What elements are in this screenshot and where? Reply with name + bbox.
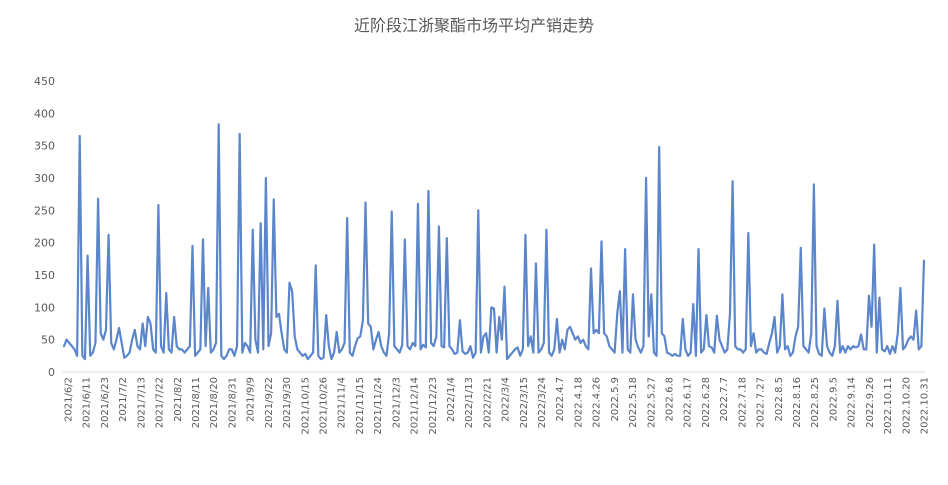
x-tick-label: 2021/8/20 xyxy=(209,377,220,428)
y-tick-label: 150 xyxy=(34,269,55,282)
x-tick-label: 2021/11/4 xyxy=(337,377,348,428)
x-tick-label: 2021/7/13 xyxy=(136,377,147,428)
x-tick-label: 2022.4.7 xyxy=(555,377,566,422)
y-tick-label: 200 xyxy=(34,237,55,250)
x-tick-label: 2021/11/15 xyxy=(355,377,366,435)
x-tick-label: 2022.6.28 xyxy=(701,377,712,428)
x-tick-label: 2021/7/2 xyxy=(118,377,129,422)
x-tick-label: 2022.10.11 xyxy=(883,377,894,434)
x-tick-label: 2022.5.9 xyxy=(610,377,621,422)
x-tick-label: 2021/12/3 xyxy=(391,377,402,428)
x-tick-label: 2022.8.5 xyxy=(774,377,785,422)
x-tick-label: 2021/9/9 xyxy=(246,377,257,422)
x-tick-label: 2021/10/15 xyxy=(300,377,311,435)
y-tick-label: 350 xyxy=(34,140,55,153)
x-tick-label: 2022.9.14 xyxy=(847,377,858,428)
x-tick-label: 2022.4.26 xyxy=(592,377,603,428)
x-tick-label: 2021/9/22 xyxy=(264,377,275,428)
x-tick-label: 2022/1/4 xyxy=(446,377,457,422)
x-tick-label: 2021/10/26 xyxy=(318,377,329,435)
x-tick-label: 2022.7.18 xyxy=(737,377,748,428)
y-tick-label: 50 xyxy=(41,334,55,347)
x-tick-label: 2021/6/2 xyxy=(64,377,75,422)
x-tick-label: 2021/9/30 xyxy=(282,377,293,428)
x-tick-label: 2021/8/31 xyxy=(227,377,238,428)
x-tick-label: 2022.8.25 xyxy=(810,377,821,428)
x-tick-label: 2021/7/22 xyxy=(155,377,166,428)
y-tick-label: 450 xyxy=(34,75,55,88)
x-tick-label: 2021/12/23 xyxy=(428,377,439,435)
x-tick-label: 2022/3/4 xyxy=(501,377,512,422)
x-tick-label: 2022.9.26 xyxy=(865,377,876,428)
x-tick-label: 2022.5.27 xyxy=(646,377,657,428)
x-tick-label: 2022.6.8 xyxy=(665,377,676,422)
x-tick-label: 2022.6.17 xyxy=(683,377,694,428)
y-tick-label: 300 xyxy=(34,172,55,185)
y-tick-label: 250 xyxy=(34,204,55,217)
x-tick-label: 2022/1/13 xyxy=(464,377,475,428)
x-tick-label: 2022.8.16 xyxy=(792,377,803,428)
x-tick-label: 2021/12/14 xyxy=(410,377,421,435)
y-tick-label: 100 xyxy=(34,301,55,314)
x-tick-label: 2022.5.18 xyxy=(628,377,639,428)
y-tick-label: 400 xyxy=(34,107,55,120)
x-tick-label: 2021/6/23 xyxy=(100,377,111,428)
x-tick-label: 2022.7.27 xyxy=(756,377,767,428)
series-line xyxy=(62,123,926,361)
y-tick-label: 0 xyxy=(48,366,55,379)
x-tick-label: 2021/8/11 xyxy=(191,377,202,428)
x-tick-label: 2022/2/21 xyxy=(482,377,493,428)
chart-title: 近阶段江浙聚酯市场平均产销走势 xyxy=(353,16,594,35)
x-tick-label: 2022.9.5 xyxy=(828,377,839,422)
x-tick-label: 2021/8/2 xyxy=(173,377,184,422)
x-tick-label: 2021/6/11 xyxy=(82,377,93,428)
x-tick-label: 2022.10.31 xyxy=(920,377,931,434)
x-tick-label: 2022.10.20 xyxy=(901,377,912,434)
x-tick-label: 2022/3/15 xyxy=(519,377,530,428)
x-tick-label: 2021/11/24 xyxy=(373,377,384,435)
x-tick-label: 2022.4.18 xyxy=(573,377,584,428)
x-tick-label: 2022.7.7 xyxy=(719,377,730,422)
x-tick-label: 2022/3/24 xyxy=(537,377,548,428)
